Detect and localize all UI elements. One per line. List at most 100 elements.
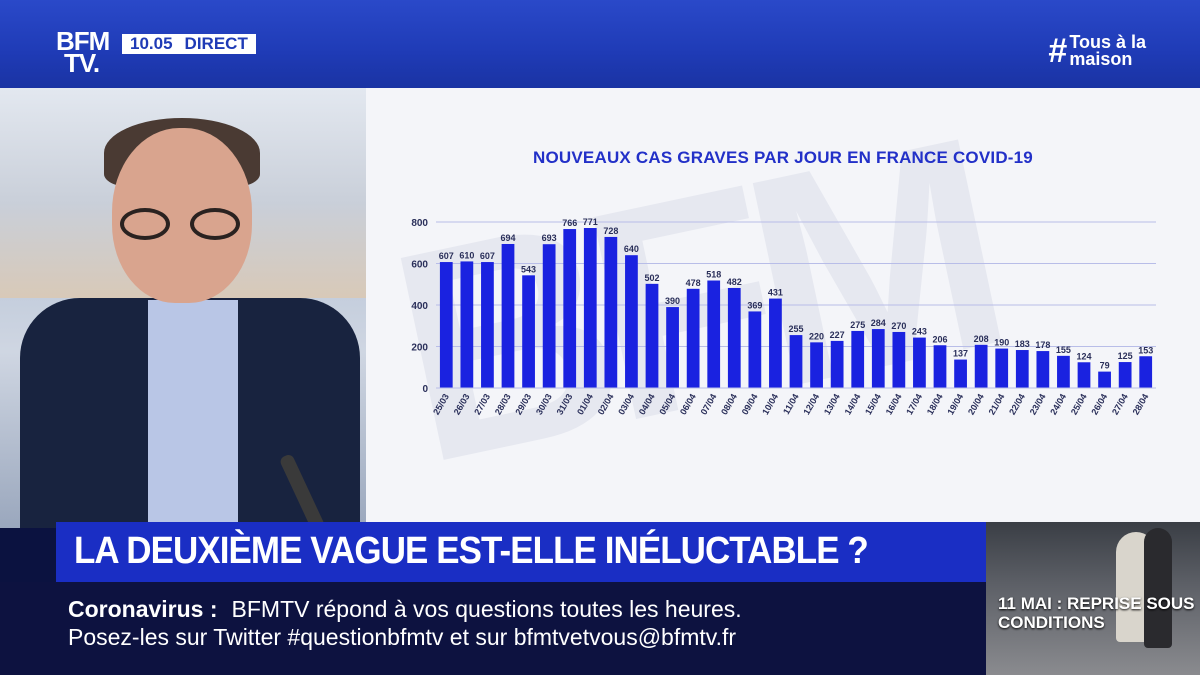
data-label: 478 bbox=[686, 278, 701, 288]
data-label: 125 bbox=[1118, 351, 1133, 361]
data-label: 390 bbox=[665, 296, 680, 306]
x-tick-label: 27/03 bbox=[472, 392, 492, 417]
bar bbox=[1077, 362, 1091, 388]
data-label: 79 bbox=[1100, 361, 1110, 371]
news-thumbnail: 11 MAI : REPRISE SOUS CONDITIONS bbox=[986, 522, 1200, 675]
x-tick-label: 23/04 bbox=[1028, 392, 1048, 417]
x-tick-label: 10/04 bbox=[760, 392, 780, 417]
bar bbox=[501, 243, 515, 388]
thumbnail-line-2: CONDITIONS bbox=[998, 613, 1105, 632]
data-label: 270 bbox=[891, 321, 906, 331]
bar bbox=[666, 307, 679, 388]
bar bbox=[707, 280, 721, 388]
presenter-video bbox=[0, 88, 366, 528]
x-tick-label: 01/04 bbox=[575, 392, 595, 417]
bar bbox=[748, 311, 762, 388]
bar bbox=[686, 288, 700, 388]
glasses bbox=[120, 208, 244, 242]
data-label: 124 bbox=[1076, 351, 1091, 361]
x-tick-label: 26/03 bbox=[452, 392, 472, 417]
y-tick-label: 600 bbox=[411, 260, 428, 271]
headline-text: LA DEUXIÈME VAGUE EST-ELLE INÉLUCTABLE ? bbox=[74, 530, 869, 572]
bar bbox=[1057, 355, 1070, 388]
live-label: DIRECT bbox=[184, 34, 248, 53]
data-label: 208 bbox=[974, 334, 989, 344]
bar bbox=[460, 261, 474, 388]
bar bbox=[810, 342, 823, 388]
x-tick-label: 20/04 bbox=[966, 392, 986, 417]
x-tick-label: 12/04 bbox=[801, 392, 821, 417]
x-tick-label: 09/04 bbox=[740, 392, 760, 417]
hashtag-line-1: Tous à la bbox=[1069, 32, 1146, 52]
x-tick-label: 28/04 bbox=[1131, 392, 1151, 417]
bar bbox=[1118, 362, 1132, 388]
broadcast-time: 10.05 bbox=[130, 34, 173, 53]
data-label: 284 bbox=[871, 318, 886, 328]
data-label: 183 bbox=[1015, 339, 1030, 349]
data-label: 220 bbox=[809, 331, 824, 341]
x-tick-label: 26/04 bbox=[1089, 392, 1109, 417]
x-tick-label: 07/04 bbox=[699, 392, 719, 417]
data-label: 607 bbox=[439, 251, 454, 261]
data-label: 178 bbox=[1035, 340, 1050, 350]
data-label: 431 bbox=[768, 288, 783, 298]
data-label: 275 bbox=[850, 320, 865, 330]
data-label: 693 bbox=[542, 233, 557, 243]
x-tick-label: 27/04 bbox=[1110, 392, 1130, 417]
x-tick-label: 03/04 bbox=[616, 392, 636, 417]
thumbnail-caption: 11 MAI : REPRISE SOUS CONDITIONS bbox=[998, 594, 1195, 632]
bar bbox=[542, 244, 556, 388]
data-label: 153 bbox=[1138, 345, 1153, 355]
bar bbox=[522, 275, 535, 388]
bar bbox=[1139, 356, 1153, 388]
x-tick-label: 29/03 bbox=[513, 392, 533, 417]
x-tick-label: 24/04 bbox=[1048, 392, 1068, 417]
ticker-band bbox=[0, 582, 986, 675]
x-tick-label: 21/04 bbox=[987, 392, 1007, 417]
data-label: 543 bbox=[521, 264, 536, 274]
headline-banner: LA DEUXIÈME VAGUE EST-ELLE INÉLUCTABLE ? bbox=[56, 522, 986, 582]
x-tick-label: 19/04 bbox=[945, 392, 965, 417]
bar bbox=[439, 262, 453, 388]
data-label: 227 bbox=[830, 330, 845, 340]
data-label: 482 bbox=[727, 277, 742, 287]
data-label: 640 bbox=[624, 244, 639, 254]
bar bbox=[1036, 351, 1050, 388]
data-label: 610 bbox=[459, 250, 474, 260]
bar bbox=[974, 344, 988, 388]
bar bbox=[851, 330, 865, 388]
x-tick-label: 25/03 bbox=[431, 392, 451, 417]
x-tick-label: 08/04 bbox=[719, 392, 739, 417]
presenter-shirt bbox=[148, 300, 238, 528]
bar bbox=[933, 345, 947, 388]
x-tick-label: 17/04 bbox=[904, 392, 924, 417]
data-label: 518 bbox=[706, 270, 721, 280]
x-tick-label: 22/04 bbox=[1007, 392, 1027, 417]
data-label: 607 bbox=[480, 251, 495, 261]
bar bbox=[1015, 350, 1029, 388]
data-label: 243 bbox=[912, 327, 927, 337]
x-tick-label: 05/04 bbox=[657, 392, 677, 417]
x-tick-label: 14/04 bbox=[843, 392, 863, 417]
ticker-text-1: BFMTV répond à vos questions toutes les … bbox=[231, 596, 742, 622]
hashtag-line-2: maison bbox=[1069, 49, 1133, 69]
y-tick-label: 0 bbox=[422, 384, 428, 395]
data-label: 137 bbox=[953, 349, 968, 359]
pedestrian-figure bbox=[1144, 528, 1172, 648]
x-tick-label: 06/04 bbox=[678, 392, 698, 417]
top-banner: BFM TV. 10.05 DIRECT # Tous à la maison bbox=[0, 0, 1200, 88]
ticker-line-1: Coronavirus : BFMTV répond à vos question… bbox=[68, 596, 742, 623]
bar bbox=[913, 337, 926, 388]
bar-chart: 0 200 400 600 800 607 25/03 610 26/03 607 27/03 694… bbox=[411, 217, 1156, 417]
x-tick-label: 18/04 bbox=[925, 392, 945, 417]
x-tick-label: 02/04 bbox=[596, 392, 616, 417]
bar bbox=[1098, 371, 1111, 388]
x-tick-label: 16/04 bbox=[884, 392, 904, 417]
bar bbox=[892, 331, 906, 388]
logo-line-1: BFM bbox=[56, 26, 110, 56]
chart-title: NOUVEAUX CAS GRAVES PAR JOUR EN FRANCE C… bbox=[533, 148, 1033, 167]
x-tick-label: 30/03 bbox=[534, 392, 554, 417]
y-tick-label: 200 bbox=[411, 343, 428, 354]
bar bbox=[954, 359, 967, 388]
data-label: 694 bbox=[500, 233, 515, 243]
